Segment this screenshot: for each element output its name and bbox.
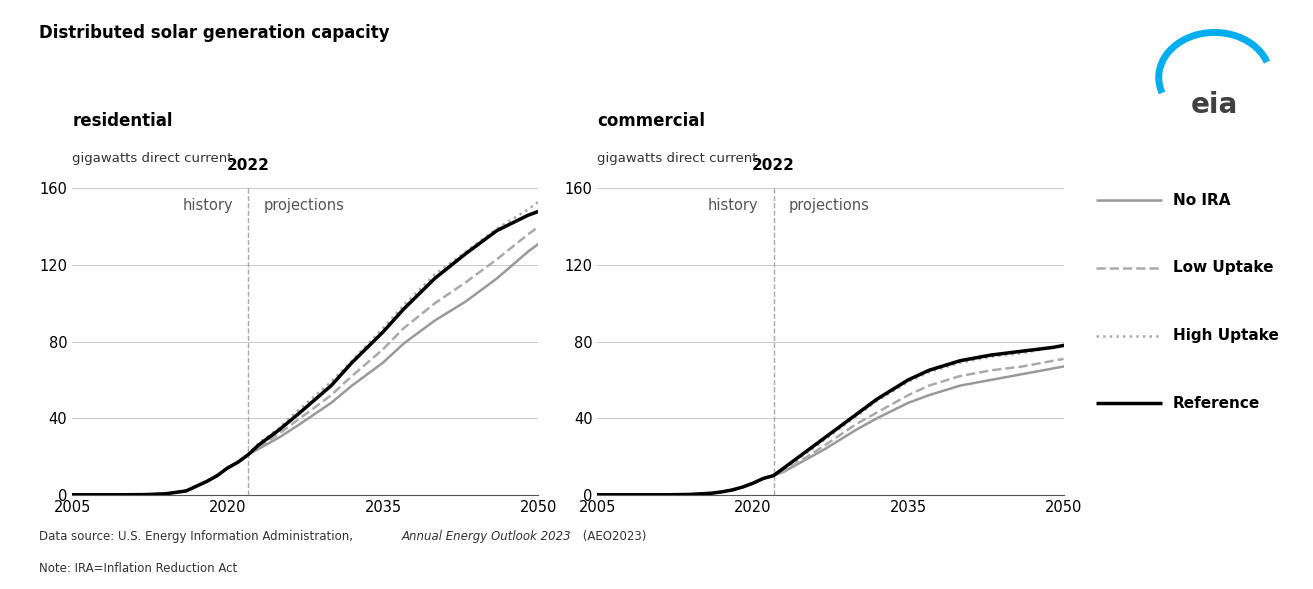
- Text: 2022: 2022: [227, 158, 269, 173]
- Text: No IRA: No IRA: [1173, 193, 1230, 208]
- Text: projections: projections: [789, 198, 871, 213]
- Text: projections: projections: [264, 198, 345, 213]
- Text: Note: IRA=Inflation Reduction Act: Note: IRA=Inflation Reduction Act: [39, 562, 238, 575]
- Text: Annual Energy Outlook 2023: Annual Energy Outlook 2023: [402, 530, 571, 543]
- Text: Distributed solar generation capacity: Distributed solar generation capacity: [39, 24, 390, 42]
- Text: Reference: Reference: [1173, 396, 1259, 411]
- Text: history: history: [708, 198, 758, 213]
- Text: gigawatts direct current: gigawatts direct current: [72, 152, 232, 165]
- Text: commercial: commercial: [597, 111, 705, 130]
- Text: history: history: [183, 198, 232, 213]
- Text: 2022: 2022: [752, 158, 794, 173]
- Text: Low Uptake: Low Uptake: [1173, 260, 1274, 276]
- Text: residential: residential: [72, 111, 173, 130]
- Text: Data source: U.S. Energy Information Administration,: Data source: U.S. Energy Information Adm…: [39, 530, 357, 543]
- Text: High Uptake: High Uptake: [1173, 328, 1279, 343]
- Text: gigawatts direct current: gigawatts direct current: [597, 152, 758, 165]
- Text: eia: eia: [1191, 91, 1238, 119]
- Text: (AEO2023): (AEO2023): [579, 530, 646, 543]
